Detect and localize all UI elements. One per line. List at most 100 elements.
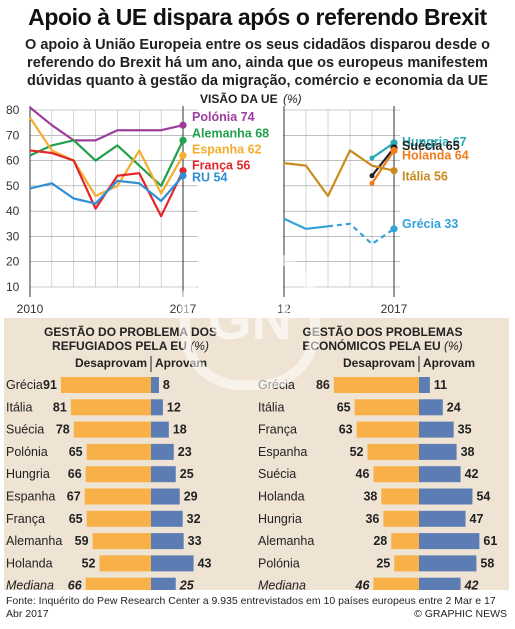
bar-chart-unit: (%): [190, 339, 209, 353]
bar-category-label: Mediana: [6, 579, 54, 590]
series-label-espanha: Espanha 62: [192, 143, 262, 157]
bar-aprovam-grecia: [419, 377, 430, 393]
bar-category-label: Hungria: [6, 467, 50, 481]
series-start-point-holanda: [369, 180, 375, 186]
panel-gap: [198, 108, 283, 323]
series-end-point-polonia: [179, 121, 187, 129]
bar-desaprovam-polonia: [86, 443, 151, 460]
bar-chart-title-line-1: GESTÃO DO PROBLEMA DOS: [44, 324, 217, 339]
bar-category-label: Polónia: [6, 445, 48, 459]
bar-desaprovam-italia: [70, 399, 151, 416]
series-label-ru: RU 54: [192, 171, 227, 185]
series-line-holanda: [371, 149, 395, 184]
y-tick-label: 10: [6, 280, 20, 294]
value-label-desaprovam: 78: [56, 423, 70, 437]
y-tick-label: 30: [6, 229, 20, 243]
bar-chart-unit: (%): [444, 339, 463, 353]
value-label-aprovam: 42: [465, 467, 479, 481]
bar-category-label: Mediana: [258, 579, 306, 590]
bar-aprovam-alemanha: [419, 533, 480, 550]
source-note: Fonte: Inquérito do Pew Research Center …: [6, 595, 496, 620]
bar-aprovam-polonia: [151, 443, 174, 460]
value-label-aprovam: 25: [180, 467, 194, 481]
value-label-aprovam: 24: [447, 400, 461, 414]
series-line-ru: [29, 175, 184, 205]
series-line-suecia: [371, 147, 395, 177]
bar-aprovam-holanda: [151, 555, 194, 572]
line-chart-title: VISÃO DA UE: [200, 91, 278, 106]
page-title: Apoio à UE dispara após o referendo Brex…: [28, 4, 487, 30]
bar-desaprovam-holanda: [99, 555, 151, 572]
series-line-grecia: [283, 217, 329, 230]
value-label-desaprovam: 28: [373, 534, 387, 548]
bar-aprovam-polonia: [419, 555, 477, 572]
bar-desaprovam-mediana: [85, 577, 151, 590]
value-label-desaprovam: 65: [69, 445, 83, 459]
value-label-desaprovam: 65: [69, 512, 83, 526]
value-label-desaprovam: 52: [350, 445, 364, 459]
bar-aprovam-espanha: [419, 443, 457, 460]
series-label-franca: França 56: [192, 159, 250, 173]
value-label-aprovam: 12: [167, 400, 181, 414]
x-tick-label: 2017: [381, 302, 408, 316]
bar-desaprovam-alemanha: [92, 533, 151, 550]
series-start-point-hungria: [369, 155, 375, 161]
bar-aprovam-franca: [419, 421, 454, 438]
series-label-polonia: Polónia 74: [192, 110, 255, 124]
value-label-aprovam: 54: [476, 490, 490, 504]
eu-view-line-chart: VISÃO DA UE (%) 10 20 30 40 50 60 70 80 2010 2017 Po…: [4, 91, 509, 590]
value-label-aprovam: 8: [163, 378, 170, 392]
bar-aprovam-italia: [419, 399, 443, 416]
value-label-desaprovam: 66: [68, 579, 83, 590]
bar-category-label: Polónia: [258, 556, 300, 570]
y-tick-label: 50: [6, 179, 20, 193]
x-tick-label: 12: [277, 302, 291, 316]
bar-chart-title-line-2: ECONÓMICOS PELA EU (%): [302, 338, 462, 353]
series-line-polonia: [29, 106, 184, 142]
series-end-point-holanda: [390, 146, 398, 155]
bar-desaprovam-hungria: [383, 510, 419, 527]
value-label-desaprovam: 81: [53, 400, 67, 414]
y-tick-label: 20: [6, 255, 20, 269]
bar-category-label: Hungria: [258, 512, 302, 526]
bar-category-label: Grécia: [6, 378, 43, 392]
series-line-grecia-dashed: [327, 222, 395, 246]
series-label-italia: Itália 56: [402, 170, 448, 184]
value-label-aprovam: 32: [187, 512, 201, 526]
bar-aprovam-holanda: [419, 488, 473, 505]
bar-aprovam-hungria: [419, 510, 466, 527]
series-end-point-franca: [179, 167, 187, 175]
value-label-desaprovam: 38: [363, 490, 377, 504]
bar-desaprovam-suecia: [373, 466, 419, 483]
y-tick-label: 70: [6, 128, 20, 142]
bar-desaprovam-espanha: [84, 488, 151, 505]
line-chart-unit: (%): [283, 92, 302, 106]
bar-desaprovam-espanha: [367, 443, 419, 460]
y-tick-label: 60: [6, 154, 20, 168]
bar-desaprovam-suecia: [73, 421, 151, 438]
series-label-alemanha: Alemanha 68: [192, 126, 269, 140]
bar-desaprovam-hungria: [85, 466, 151, 483]
bar-desaprovam-holanda: [381, 488, 419, 505]
value-label-aprovam: 58: [480, 556, 494, 570]
y-tick-label: 40: [6, 204, 20, 218]
bar-desaprovam-polonia: [394, 555, 419, 572]
bar-aprovam-alemanha: [151, 533, 184, 550]
bar-category-label: Suécia: [6, 423, 44, 437]
series-label-grecia: Grécia 33: [402, 217, 458, 231]
value-label-aprovam: 61: [483, 534, 497, 548]
value-label-aprovam: 33: [188, 534, 202, 548]
series-label-suecia: Suécia 65: [402, 139, 460, 153]
series-start-point-suecia: [369, 173, 375, 179]
bar-desaprovam-grecia: [333, 377, 419, 393]
legend-desaprovam: Desaprovam: [343, 356, 415, 370]
bar-desaprovam-mediana: [373, 577, 419, 590]
series-end-point-espanha: [179, 151, 187, 160]
bar-chart-title-line-1: GESTÃO DOS PROBLEMAS: [302, 324, 462, 339]
x-tick-label: 2017: [170, 302, 197, 316]
bar-category-label: Alemanha: [6, 534, 62, 548]
bar-category-label: França: [6, 512, 45, 526]
bar-chart-title-line-2: REFUGIADOS PELA EU (%): [52, 339, 209, 353]
series-end-point-alemanha: [179, 136, 187, 144]
value-label-aprovam: 38: [461, 445, 475, 459]
